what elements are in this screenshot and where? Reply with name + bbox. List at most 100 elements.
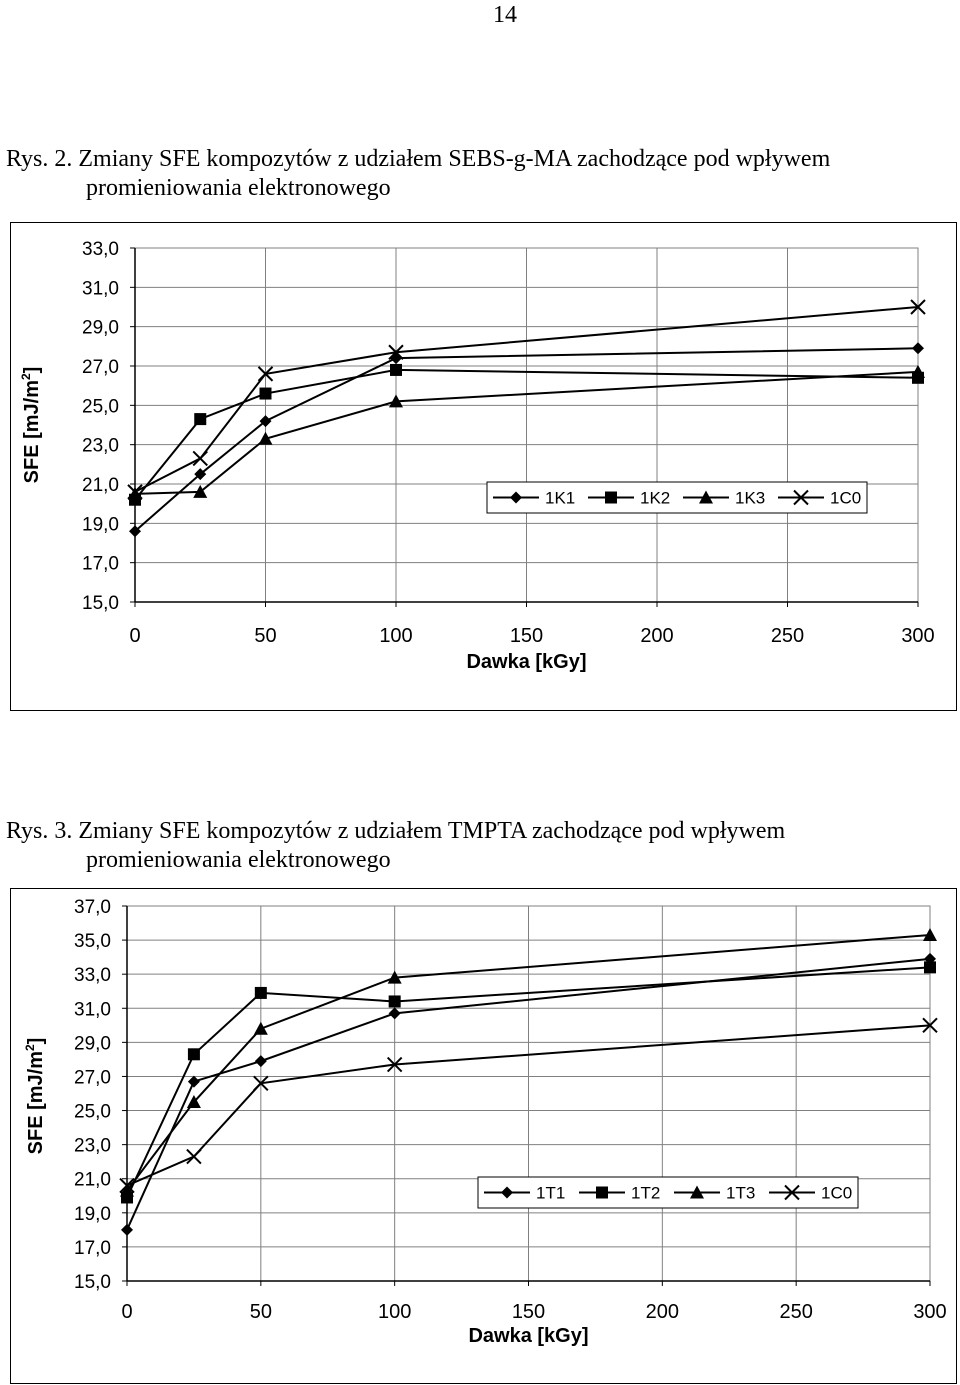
fig2-y-tick-label: 15,0 bbox=[82, 593, 119, 614]
fig2-point-1K3 bbox=[258, 431, 273, 445]
fig2-legend-label-1K2: 1K2 bbox=[640, 489, 670, 508]
fig3-y-tick-label: 17,0 bbox=[74, 1238, 111, 1259]
fig3-y-axis-label: SFE [mJ/m2] bbox=[23, 1038, 47, 1155]
fig3-point-1T1 bbox=[187, 1075, 200, 1088]
fig2-x-tick-label: 0 bbox=[129, 625, 140, 647]
fig3-legend-label-1T2: 1T2 bbox=[631, 1184, 660, 1203]
fig2-legend-marker-1K2 bbox=[605, 491, 617, 504]
fig2-x-tick-label: 150 bbox=[510, 625, 543, 647]
fig2-legend-label-1K1: 1K1 bbox=[545, 489, 575, 508]
figure-2-caption-line1: Rys. 2. Zmiany SFE kompozytów z udziałem… bbox=[6, 146, 831, 172]
fig2-point-1K3 bbox=[911, 364, 925, 378]
fig2-series-1C0 bbox=[127, 299, 926, 500]
figure-3-caption: Rys. 3. Zmiany SFE kompozytów z udziałem… bbox=[6, 817, 785, 875]
fig2-y-tick-label: 33,0 bbox=[82, 239, 119, 260]
fig3-y-tick-label: 29,0 bbox=[74, 1033, 111, 1054]
fig2-legend-marker-1K1 bbox=[510, 491, 522, 504]
fig3-series-1T3 bbox=[120, 927, 937, 1197]
fig3-point-1T1 bbox=[254, 1055, 267, 1068]
fig3-gridlines bbox=[126, 905, 931, 1282]
fig3-point-1T2 bbox=[254, 986, 267, 999]
fig2-y-tick-label: 23,0 bbox=[82, 436, 119, 457]
fig3-y-tick-label: 19,0 bbox=[74, 1204, 111, 1225]
fig2-y-axis-label: SFE [mJ/m2] bbox=[19, 367, 43, 484]
fig3-x-tick-label: 200 bbox=[646, 1301, 679, 1323]
fig3-point-1T3 bbox=[387, 970, 402, 984]
fig2-y-tick-label: 19,0 bbox=[82, 514, 119, 535]
fig3-point-1T1 bbox=[388, 1007, 401, 1020]
fig3-point-1T2 bbox=[388, 995, 401, 1008]
fig3-point-1T3 bbox=[923, 927, 937, 941]
fig2-point-1K1 bbox=[912, 342, 924, 355]
fig2-legend-marker-1C0 bbox=[793, 489, 809, 506]
fig3-y-tick-label: 25,0 bbox=[74, 1102, 111, 1123]
fig2-point-1K2 bbox=[194, 413, 207, 426]
fig2-y-tick-label: 29,0 bbox=[82, 318, 119, 339]
fig2-point-1K1 bbox=[259, 415, 272, 428]
fig2-point-1C0 bbox=[388, 344, 404, 360]
fig2-point-1K1 bbox=[129, 525, 141, 538]
fig3-legend-label-1C0: 1C0 bbox=[821, 1184, 852, 1203]
fig3-point-1T3 bbox=[186, 1095, 201, 1109]
fig2-point-1C0 bbox=[910, 299, 926, 315]
figure-2-chart-frame bbox=[10, 222, 957, 711]
figure-3-caption-line1: Rys. 3. Zmiany SFE kompozytów z udziałem… bbox=[6, 818, 786, 844]
fig3-x-tick-label: 0 bbox=[121, 1301, 132, 1323]
figure-2-caption-line2: promieniowania elektronowego bbox=[86, 175, 391, 201]
fig2-y-tick-label: 21,0 bbox=[82, 475, 119, 496]
fig3-point-1T3 bbox=[253, 1021, 268, 1035]
fig3-point-1C0 bbox=[386, 1056, 403, 1073]
fig2-point-1K3 bbox=[193, 484, 208, 498]
fig3-point-1T2 bbox=[924, 961, 936, 974]
fig2-legend-marker-1K3 bbox=[699, 490, 713, 504]
fig3-point-1C0 bbox=[119, 1177, 135, 1194]
fig3-point-1C0 bbox=[253, 1075, 269, 1091]
figure-2-caption: Rys. 2. Zmiany SFE kompozytów z udziałem… bbox=[6, 145, 830, 203]
fig2-y-tick-label: 25,0 bbox=[82, 396, 119, 417]
fig3-x-axis-label: Dawka [kGy] bbox=[468, 1325, 588, 1347]
fig3-x-tick-label: 300 bbox=[913, 1301, 946, 1323]
fig3-y-tick-label: 15,0 bbox=[74, 1272, 111, 1293]
fig3-legend-marker-1C0 bbox=[784, 1184, 800, 1201]
fig3-y-tick-label: 27,0 bbox=[74, 1067, 111, 1088]
fig3-x-tick-label: 250 bbox=[779, 1301, 812, 1323]
fig3-point-1T3 bbox=[120, 1183, 134, 1197]
fig2-point-1K2 bbox=[390, 363, 402, 376]
fig3-y-tick-label: 37,0 bbox=[74, 897, 111, 918]
figure-3-caption-line2: promieniowania elektronowego bbox=[86, 847, 391, 873]
fig2-point-1K3 bbox=[389, 394, 403, 408]
fig3-point-1T1 bbox=[121, 1223, 133, 1236]
fig3-y-tick-label: 33,0 bbox=[74, 965, 111, 986]
fig3-point-1T2 bbox=[187, 1048, 200, 1061]
fig3-series-1C0 bbox=[119, 1017, 938, 1194]
fig2-legend-label-1C0: 1C0 bbox=[830, 489, 861, 508]
fig2-point-1C0 bbox=[192, 450, 208, 467]
fig3-legend-label-1T3: 1T3 bbox=[726, 1184, 755, 1203]
fig2-x-tick-label: 250 bbox=[771, 625, 804, 647]
page-number: 14 bbox=[493, 2, 517, 28]
fig2-legend: 1K1 1K2 1K3 1C0 bbox=[486, 481, 868, 514]
fig3-y-tick-label: 35,0 bbox=[74, 931, 111, 952]
fig3-legend-marker-1T1 bbox=[501, 1186, 513, 1199]
fig2-y-tick-label: 31,0 bbox=[82, 278, 119, 299]
fig2-point-1C0 bbox=[257, 366, 274, 382]
fig3-y-tick-label: 21,0 bbox=[74, 1170, 111, 1191]
fig3-legend: 1T1 1T2 1T3 1C0 bbox=[477, 1176, 859, 1209]
fig2-x-tick-label: 100 bbox=[379, 625, 412, 647]
fig2-x-axis-label: Dawka [kGy] bbox=[466, 651, 586, 673]
fig3-point-1C0 bbox=[922, 1017, 938, 1034]
figure-3-chart-frame bbox=[10, 888, 957, 1384]
fig2-point-1K2 bbox=[259, 387, 272, 400]
fig3-x-tick-label: 150 bbox=[512, 1301, 545, 1323]
fig2-point-1C0 bbox=[127, 484, 143, 500]
fig2-point-1K1 bbox=[194, 468, 207, 481]
fig2-x-tick-label: 300 bbox=[901, 625, 934, 647]
fig3-x-tick-label: 50 bbox=[250, 1301, 272, 1323]
fig3-legend-label-1T1: 1T1 bbox=[536, 1184, 565, 1203]
fig3-point-1C0 bbox=[186, 1148, 202, 1165]
fig2-x-tick-label: 50 bbox=[254, 625, 276, 647]
fig2-legend-label-1K3: 1K3 bbox=[735, 489, 765, 508]
fig2-x-tick-label: 200 bbox=[640, 625, 673, 647]
